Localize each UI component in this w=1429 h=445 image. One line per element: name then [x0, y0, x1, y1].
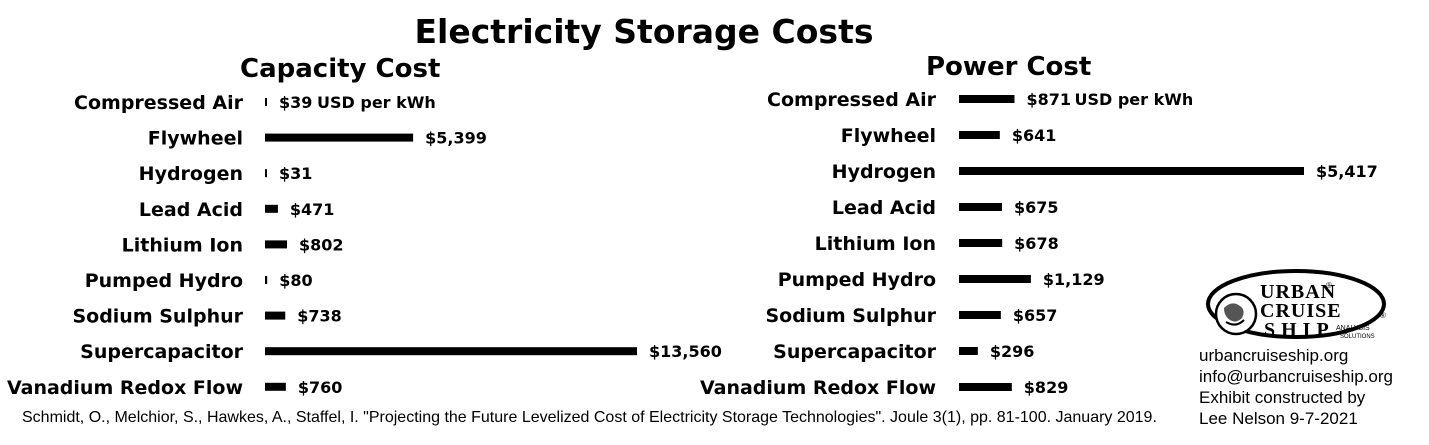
- power-bar-pumped-hydro: [959, 275, 1031, 283]
- capacity-category-label-pumped-hydro: Pumped Hydro: [85, 270, 243, 292]
- capacity-bar-sodium-sulphur: [265, 311, 286, 320]
- capacity-category-label-flywheel: Flywheel: [148, 128, 243, 150]
- capacity-bar-lead-acid: [265, 204, 278, 213]
- logo-line-3: SHIP: [1264, 319, 1335, 341]
- power-value-label-flywheel: $641: [1012, 126, 1057, 145]
- power-value-label-lead-acid: $675: [1014, 198, 1059, 217]
- capacity-value-label-supercapacitor: $13,560: [649, 342, 722, 361]
- logo-graphic: URBAN CRUISE SHIP ANALYSIS SOLUTIONS ® ®: [1206, 269, 1386, 341]
- capacity-category-label-compressed-air: Compressed Air: [74, 92, 244, 114]
- capacity-bar-compressed-air: [265, 98, 267, 106]
- contact-website: urbancruiseship.org: [1199, 346, 1349, 365]
- power-cost-chart: Compressed Air $871 USD per kWh Flywheel $64…: [700, 89, 1378, 399]
- power-bar-lead-acid: [959, 203, 1002, 211]
- capacity-bar-supercapacitor: [265, 347, 637, 356]
- capacity-category-label-vanadium-redox-flow: Vanadium Redox Flow: [7, 377, 243, 399]
- capacity-cost-chart: Compressed Air $39 USD per kWh Flywheel $5,3…: [7, 92, 722, 399]
- power-value-label-lithium-ion: $678: [1014, 234, 1059, 253]
- capacity-value-label-vanadium-redox-flow: $760: [298, 378, 343, 397]
- capacity-bar-pumped-hydro: [265, 276, 268, 284]
- capacity-value-label-sodium-sulphur: $738: [297, 307, 342, 326]
- power-bar-sodium-sulphur: [959, 311, 1001, 319]
- capacity-category-label-hydrogen: Hydrogen: [139, 163, 243, 185]
- power-category-label-hydrogen: Hydrogen: [832, 161, 936, 183]
- capacity-bar-hydrogen: [265, 169, 267, 178]
- capacity-category-label-sodium-sulphur: Sodium Sulphur: [72, 306, 243, 328]
- capacity-bar-lithium-ion: [265, 240, 288, 249]
- contact-email: info@urbancruiseship.org: [1199, 367, 1393, 386]
- capacity-category-label-supercapacitor: Supercapacitor: [80, 341, 243, 363]
- capacity-value-label-lead-acid: $471: [290, 200, 335, 219]
- logo-line-2: CRUISE: [1260, 300, 1342, 322]
- power-value-label-supercapacitor: $296: [990, 342, 1035, 361]
- urban-cruise-ship-logo: URBAN CRUISE SHIP ANALYSIS SOLUTIONS ® ®: [1196, 268, 1392, 348]
- power-value-label-vanadium-redox-flow: $829: [1024, 378, 1069, 397]
- power-category-label-sodium-sulphur: Sodium Sulphur: [765, 305, 936, 327]
- capacity-bar-vanadium-redox-flow: [265, 382, 286, 391]
- power-category-label-compressed-air: Compressed Air: [767, 89, 937, 111]
- capacity-chart-title: Capacity Cost: [240, 54, 441, 84]
- power-bar-hydrogen: [959, 167, 1304, 175]
- credit-line-1: Exhibit constructed by: [1199, 388, 1366, 407]
- logo-registered-mark: ®: [1326, 281, 1332, 290]
- capacity-value-label-flywheel: $5,399: [425, 129, 487, 148]
- power-category-label-vanadium-redox-flow: Vanadium Redox Flow: [700, 377, 936, 399]
- capacity-category-label-lithium-ion: Lithium Ion: [122, 234, 243, 256]
- capacity-value-label-pumped-hydro: $80: [279, 271, 312, 290]
- citation-text: Schmidt, O., Melchior, S., Hawkes, A., S…: [22, 409, 1157, 426]
- power-value-label-sodium-sulphur: $657: [1013, 306, 1058, 325]
- logo-tagline-2: SOLUTIONS: [1340, 334, 1375, 340]
- power-category-label-supercapacitor: Supercapacitor: [773, 341, 936, 363]
- power-bar-lithium-ion: [959, 239, 1003, 247]
- power-bar-compressed-air: [959, 95, 1015, 103]
- logo-tagline-1: ANALYSIS: [1336, 325, 1370, 332]
- power-category-label-lead-acid: Lead Acid: [832, 197, 936, 219]
- power-chart-title: Power Cost: [926, 52, 1092, 82]
- power-value-label-pumped-hydro: $1,129: [1043, 270, 1105, 289]
- power-bar-flywheel: [959, 131, 1000, 139]
- power-value-label-hydrogen: $5,417: [1316, 162, 1378, 181]
- power-unit-label: USD per kWh: [1074, 90, 1193, 109]
- power-bar-vanadium-redox-flow: [959, 383, 1012, 391]
- capacity-value-label-hydrogen: $31: [279, 164, 312, 183]
- capacity-value-label-lithium-ion: $802: [299, 235, 344, 254]
- power-value-label-compressed-air: $871: [1026, 90, 1071, 109]
- credit-line-2: Lee Nelson 9-7-2021: [1199, 409, 1358, 428]
- capacity-unit-label: USD per kWh: [317, 93, 436, 112]
- power-bar-supercapacitor: [959, 347, 978, 355]
- power-category-label-lithium-ion: Lithium Ion: [815, 233, 936, 255]
- logo-line-1: URBAN: [1260, 281, 1336, 303]
- page-title: Electricity Storage Costs: [414, 12, 874, 51]
- capacity-bar-flywheel: [265, 133, 414, 142]
- power-category-label-flywheel: Flywheel: [841, 125, 936, 147]
- capacity-category-label-lead-acid: Lead Acid: [139, 199, 243, 221]
- logo-registered-mark-2: ®: [1380, 311, 1386, 320]
- capacity-value-label-compressed-air: $39: [279, 93, 312, 112]
- power-category-label-pumped-hydro: Pumped Hydro: [778, 269, 936, 291]
